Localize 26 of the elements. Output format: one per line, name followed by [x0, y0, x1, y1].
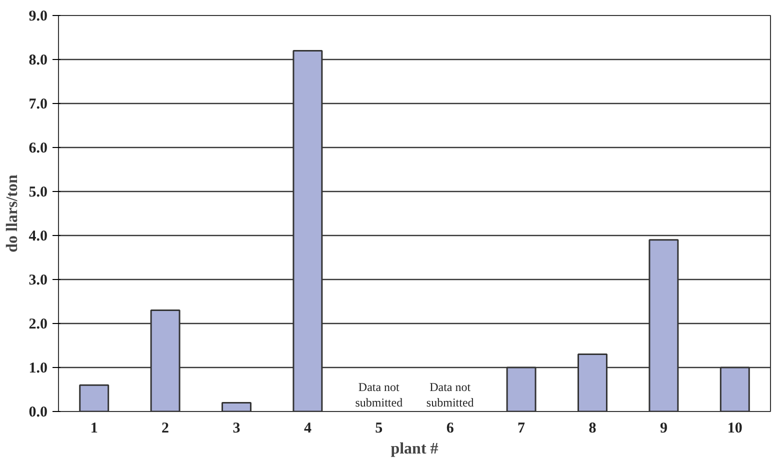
y-tick-label: 8.0 [28, 52, 48, 68]
x-tick-label: 7 [518, 420, 526, 436]
y-tick-label: 0.0 [28, 404, 48, 420]
bar [222, 402, 252, 412]
y-tick-label: 2.0 [28, 316, 48, 332]
x-tick-label: 4 [304, 420, 312, 436]
x-tick-label: 10 [727, 420, 742, 436]
y-tick-label: 7.0 [28, 96, 48, 112]
annotation: Data not submitted [426, 380, 474, 410]
y-tick-label: 5.0 [28, 184, 48, 200]
x-tick-label: 3 [232, 420, 240, 436]
x-axis-title: plant # [390, 440, 438, 458]
x-tick-label: 8 [588, 420, 596, 436]
y-tick-label: 1.0 [28, 360, 48, 376]
x-tick-label: 9 [660, 420, 668, 436]
y-axis-title: do llars/ton [4, 174, 21, 252]
y-tick-label: 4.0 [28, 228, 48, 244]
y-tick-label: 3.0 [28, 272, 48, 288]
x-tick-label: 1 [90, 420, 98, 436]
y-tick-label: 6.0 [28, 140, 48, 156]
annotation: Data not submitted [355, 380, 403, 410]
bar [79, 384, 110, 412]
x-tick-label: 2 [162, 420, 170, 436]
y-tick-label: 9.0 [28, 8, 48, 24]
x-tick-label: 5 [375, 420, 383, 436]
x-tick-label: 6 [446, 420, 454, 436]
